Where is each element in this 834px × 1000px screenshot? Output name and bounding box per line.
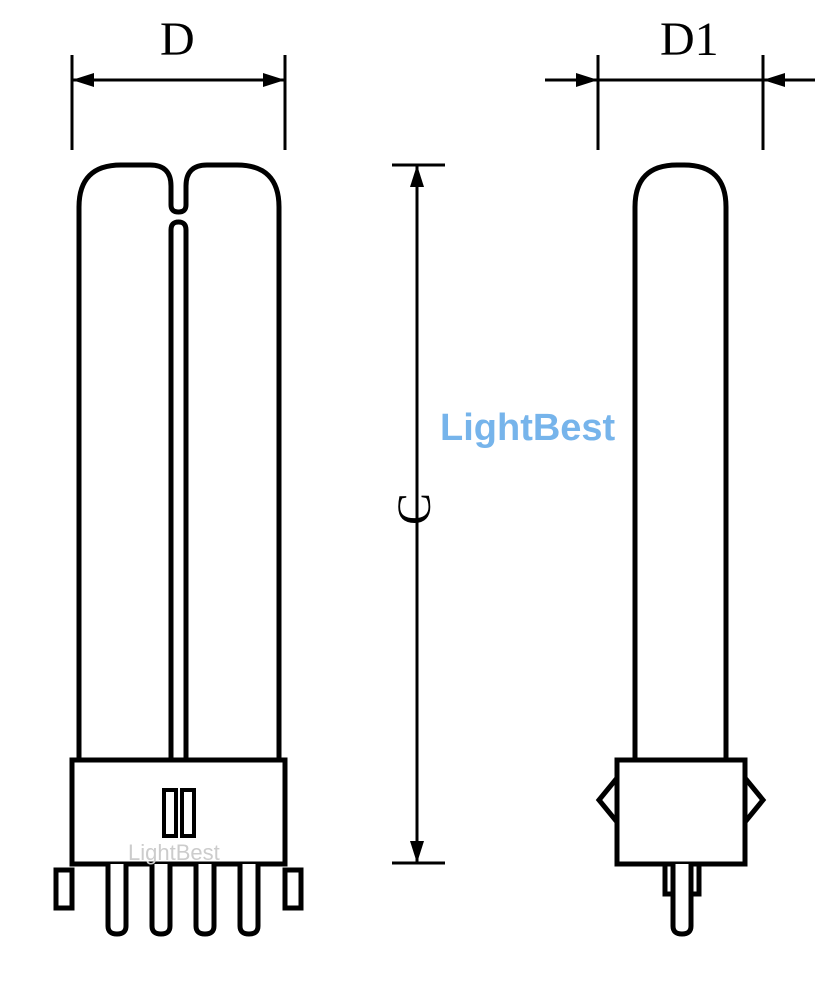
label-C: C bbox=[388, 493, 441, 525]
watermark-small: LightBest bbox=[128, 840, 220, 865]
front-side-notch-left bbox=[56, 870, 72, 908]
diagram-canvas: D D1 C bbox=[0, 0, 834, 1000]
dimension-D1: D1 bbox=[545, 13, 815, 150]
front-pin-4 bbox=[240, 864, 258, 934]
lamp-side-view bbox=[599, 165, 763, 934]
side-pin bbox=[673, 864, 691, 934]
lamp-front-view: LightBest bbox=[56, 165, 301, 934]
watermark-large: LightBest bbox=[440, 407, 616, 449]
front-side-notch-right bbox=[285, 870, 301, 908]
label-D1: D1 bbox=[660, 13, 719, 66]
technical-drawing-svg: D D1 C bbox=[0, 0, 834, 1000]
side-diamond-right bbox=[745, 778, 763, 822]
side-base bbox=[617, 760, 745, 864]
dimension-C: C bbox=[388, 165, 445, 863]
side-diamond-left bbox=[599, 778, 617, 822]
label-D: D bbox=[160, 13, 195, 66]
side-tube-outline bbox=[635, 165, 726, 760]
front-pin-2 bbox=[152, 864, 170, 934]
dimension-D: D bbox=[72, 13, 285, 150]
front-tube-outline bbox=[79, 165, 279, 760]
front-pin-1 bbox=[108, 864, 126, 934]
front-pin-3 bbox=[196, 864, 214, 934]
